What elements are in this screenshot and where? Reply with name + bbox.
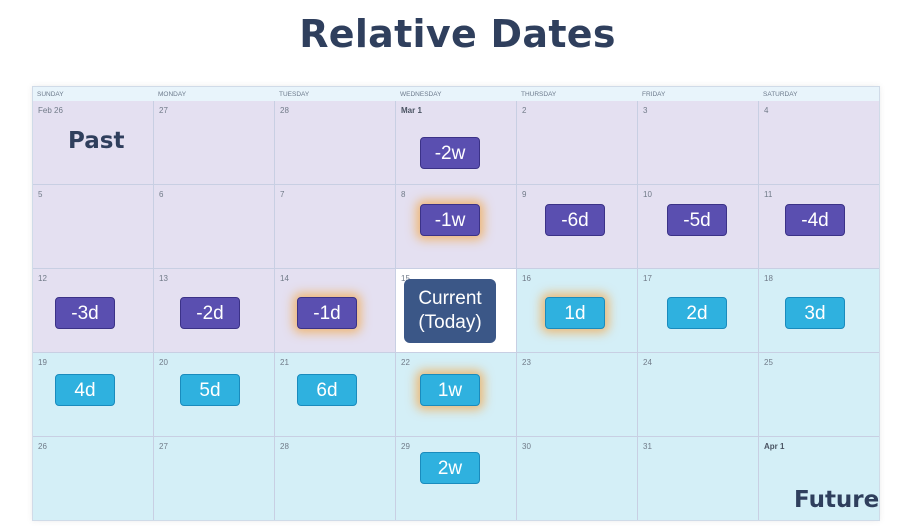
relative-date-chip: -4d bbox=[785, 204, 845, 236]
day-number: 17 bbox=[643, 274, 652, 283]
day-cell[interactable]: 27 bbox=[154, 101, 275, 185]
weekday-wednesday: WEDNESDAY bbox=[400, 91, 442, 98]
day-number: 27 bbox=[159, 442, 168, 451]
current-label: Current bbox=[418, 288, 482, 309]
day-cell[interactable]: 7 bbox=[275, 185, 396, 269]
day-number: 28 bbox=[280, 106, 289, 115]
relative-date-chip: -2d bbox=[180, 297, 240, 329]
day-cell[interactable]: 23 bbox=[517, 353, 638, 437]
day-cell[interactable]: 30 bbox=[517, 437, 638, 520]
day-number: Mar 1 bbox=[401, 106, 422, 115]
day-cell[interactable]: 27 bbox=[154, 437, 275, 520]
day-cell[interactable]: 28 bbox=[275, 101, 396, 185]
today-label: (Today) bbox=[418, 312, 482, 333]
relative-date-chip: -1d bbox=[297, 297, 357, 329]
day-cell[interactable]: 5 bbox=[33, 185, 154, 269]
relative-date-chip: 5d bbox=[180, 374, 240, 406]
day-number: 11 bbox=[764, 190, 773, 199]
weekday-saturday: SATURDAY bbox=[763, 91, 798, 98]
relative-date-chip: 6d bbox=[297, 374, 357, 406]
day-number: 2 bbox=[522, 106, 527, 115]
weekday-friday: FRIDAY bbox=[642, 91, 666, 98]
relative-date-chip: 2d bbox=[667, 297, 727, 329]
weekday-sunday: SUNDAY bbox=[37, 91, 64, 98]
relative-date-chip: -1w bbox=[420, 204, 480, 236]
day-cell[interactable]: 24 bbox=[638, 353, 759, 437]
day-number: 16 bbox=[522, 274, 531, 283]
day-number: 22 bbox=[401, 358, 410, 367]
relative-date-chip: 1d bbox=[545, 297, 605, 329]
relative-date-chip: 4d bbox=[55, 374, 115, 406]
day-number: 27 bbox=[159, 106, 168, 115]
day-number: 18 bbox=[764, 274, 773, 283]
relative-date-chip: -6d bbox=[545, 204, 605, 236]
day-number: 15 bbox=[401, 274, 410, 283]
day-number: Feb 26 bbox=[38, 106, 63, 115]
day-number: 21 bbox=[280, 358, 289, 367]
day-cell[interactable]: 2 bbox=[517, 101, 638, 185]
relative-date-chip: -2w bbox=[420, 137, 480, 169]
current-today-marker: Current (Today) bbox=[404, 279, 496, 343]
day-cell[interactable]: 31 bbox=[638, 437, 759, 520]
day-cell[interactable]: 26 bbox=[33, 437, 154, 520]
weekday-monday: MONDAY bbox=[158, 91, 187, 98]
relative-date-chip: 3d bbox=[785, 297, 845, 329]
relative-date-chip: 1w bbox=[420, 374, 480, 406]
day-number: 10 bbox=[643, 190, 652, 199]
day-cell[interactable]: 3 bbox=[638, 101, 759, 185]
weekday-thursday: THURSDAY bbox=[521, 91, 557, 98]
day-number: 6 bbox=[159, 190, 164, 199]
day-number: 31 bbox=[643, 442, 652, 451]
day-number: Apr 1 bbox=[764, 442, 785, 451]
day-number: 9 bbox=[522, 190, 527, 199]
day-number: 19 bbox=[38, 358, 47, 367]
day-number: 20 bbox=[159, 358, 168, 367]
relative-date-chip: -5d bbox=[667, 204, 727, 236]
day-number: 23 bbox=[522, 358, 531, 367]
weekday-header: SUNDAY MONDAY TUESDAY WEDNESDAY THURSDAY… bbox=[33, 87, 879, 101]
day-number: 8 bbox=[401, 190, 406, 199]
page-title: Relative Dates bbox=[299, 12, 616, 56]
day-number: 28 bbox=[280, 442, 289, 451]
weekday-tuesday: TUESDAY bbox=[279, 91, 310, 98]
calendar: SUNDAY MONDAY TUESDAY WEDNESDAY THURSDAY… bbox=[32, 86, 880, 521]
day-number: 5 bbox=[38, 190, 43, 199]
relative-date-chip: 2w bbox=[420, 452, 480, 484]
day-number: 25 bbox=[764, 358, 773, 367]
day-number: 12 bbox=[38, 274, 47, 283]
day-number: 24 bbox=[643, 358, 652, 367]
future-label: Future bbox=[794, 487, 880, 513]
day-number: 30 bbox=[522, 442, 531, 451]
day-number: 14 bbox=[280, 274, 289, 283]
day-cell[interactable]: 28 bbox=[275, 437, 396, 520]
day-cell[interactable]: Apr 1 bbox=[759, 437, 879, 520]
day-number: 26 bbox=[38, 442, 47, 451]
day-cell[interactable]: Feb 26 bbox=[33, 101, 154, 185]
day-cell[interactable]: 6 bbox=[154, 185, 275, 269]
past-label: Past bbox=[68, 128, 125, 154]
day-number: 3 bbox=[643, 106, 648, 115]
day-number: 4 bbox=[764, 106, 769, 115]
day-cell[interactable]: 4 bbox=[759, 101, 879, 185]
day-number: 7 bbox=[280, 190, 285, 199]
relative-date-chip: -3d bbox=[55, 297, 115, 329]
day-number: 13 bbox=[159, 274, 168, 283]
day-number: 29 bbox=[401, 442, 410, 451]
day-cell[interactable]: 25 bbox=[759, 353, 879, 437]
